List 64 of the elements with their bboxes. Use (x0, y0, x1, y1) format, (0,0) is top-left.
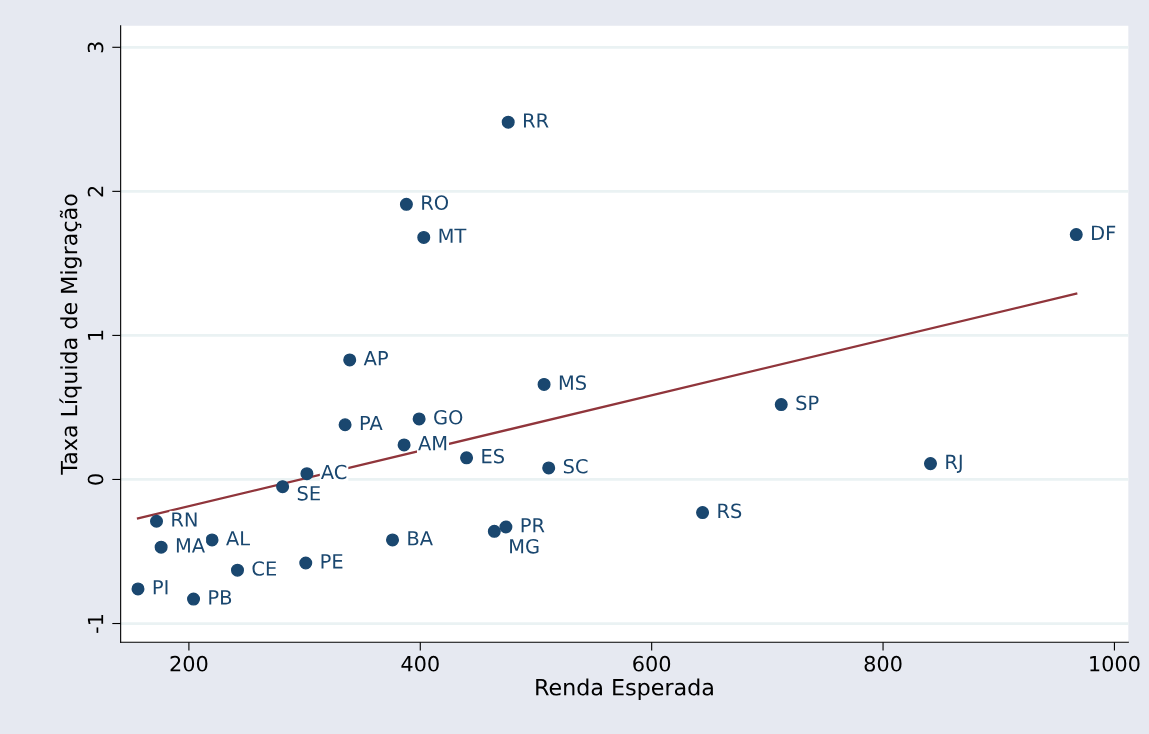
point (299, 556, 313, 570)
annotation: ES (482, 448, 504, 464)
point (276, 480, 290, 494)
point (399, 197, 413, 211)
annotation: RJ (946, 454, 962, 473)
point (1069, 228, 1083, 242)
point (460, 451, 474, 465)
y-tick-label: 0 (87, 474, 104, 485)
annotation: SE (297, 485, 320, 501)
y-tick-label: 2 (87, 186, 104, 197)
point (923, 457, 937, 471)
annotation: AL (226, 531, 250, 546)
point (397, 438, 411, 452)
x-tick-label: 400 (401, 655, 439, 672)
annotation: RO (422, 195, 449, 210)
point (487, 524, 501, 538)
annotation: BA (408, 531, 433, 546)
point (343, 353, 357, 367)
annotation: RN (172, 512, 197, 527)
point (154, 540, 168, 554)
annotation: CE (252, 561, 276, 576)
annotation: AM (418, 436, 447, 451)
x-tick-label: 600 (633, 655, 671, 672)
point (230, 563, 244, 577)
point (131, 582, 145, 596)
x-tick-label: 200 (170, 655, 208, 672)
point (537, 377, 551, 391)
annotation: RS (718, 503, 742, 519)
x-tick-label: 800 (864, 655, 902, 672)
y-axis-title: Taxa Líquida de Migração (59, 194, 82, 475)
point (417, 230, 431, 244)
y-tick-label: -1 (87, 615, 104, 633)
point (542, 461, 556, 475)
annotation: MS (559, 375, 586, 391)
annotation: SC (563, 458, 588, 474)
annotation: PI (153, 580, 168, 595)
point (412, 412, 426, 426)
point (774, 398, 788, 412)
annotation: AP (363, 351, 388, 366)
annotation: GO (434, 409, 463, 425)
annotation: PE (321, 554, 343, 569)
point (696, 506, 710, 520)
annotation: SP (796, 395, 819, 411)
point (499, 520, 513, 534)
annotation: MT (439, 228, 467, 243)
annotation: PA (360, 415, 383, 431)
annotation: MG (510, 538, 539, 554)
annotation: PR (521, 518, 545, 533)
annotation: DF (1092, 225, 1116, 240)
x-axis-title: Renda Esperada (536, 678, 713, 700)
point (300, 467, 314, 481)
point (205, 533, 219, 547)
annotation: PB (209, 590, 232, 605)
point (187, 592, 201, 606)
annotation: AC (320, 464, 347, 480)
x-tick-label: 1000 (1090, 655, 1140, 672)
point (150, 514, 164, 528)
point (386, 533, 400, 547)
annotation: RR (524, 113, 549, 128)
point (501, 115, 515, 129)
y-tick-label: 1 (87, 330, 104, 340)
y-tick-label: 3 (87, 42, 104, 53)
point (338, 418, 352, 432)
annotation: MA (176, 538, 205, 553)
